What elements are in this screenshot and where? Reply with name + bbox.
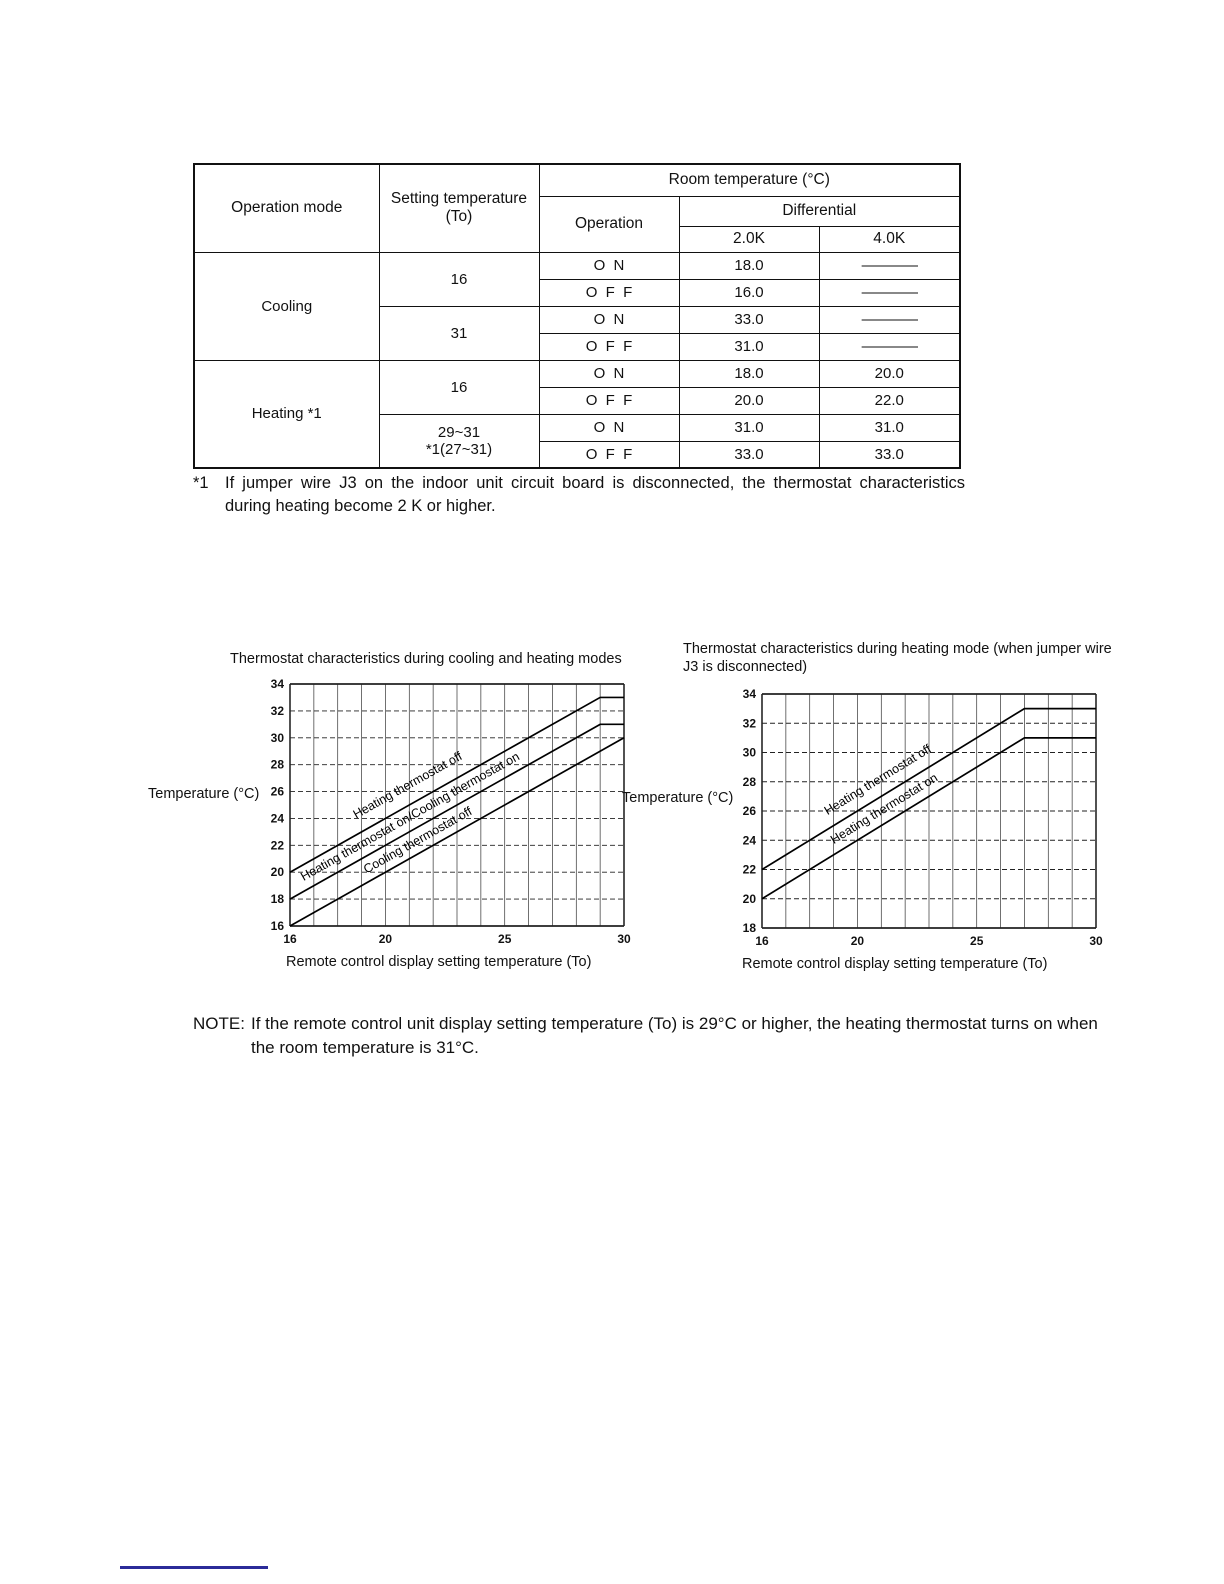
cell-room-temp-4k: 31.0 <box>818 413 961 442</box>
y-tick-label: 22 <box>271 838 285 852</box>
cell-operation-state: OFF <box>538 440 680 469</box>
cell-operation-state: ON <box>538 305 680 334</box>
cell-mode-heating: Heating *1 <box>193 359 380 469</box>
chart-y-axis-label: Temperature (°C) <box>622 790 734 806</box>
y-tick-label: 18 <box>271 892 285 906</box>
note-label: NOTE: <box>193 1014 245 1033</box>
cell-operation-state: ON <box>538 251 680 280</box>
setting-range-note: *1(27~31) <box>425 440 493 458</box>
chart-cooling-heating: Thermostat characteristics during coolin… <box>148 648 653 980</box>
y-tick-label: 26 <box>743 804 757 818</box>
y-tick-label: 20 <box>271 865 285 879</box>
chart-title: Thermostat characteristics during coolin… <box>230 651 622 667</box>
y-tick-label: 32 <box>271 704 285 718</box>
x-tick-label: 25 <box>970 934 984 948</box>
cell-operation-state: ON <box>538 359 680 388</box>
footnote-marker: *1 <box>193 474 209 492</box>
x-tick-label: 20 <box>851 934 865 948</box>
series-line <box>761 707 1096 871</box>
x-tick-label: 20 <box>379 932 393 946</box>
thermostat-chart-cooling-heating: 16 18 20 22 24 26 28 30 32 34 16 20 25 30 Heating ther… <box>271 677 631 946</box>
y-tick-label: 16 <box>271 919 285 933</box>
series-line <box>289 723 624 900</box>
note: NOTE: If the remote control unit display… <box>193 1012 1123 1060</box>
cell-room-temp-4k: 20.0 <box>818 359 961 388</box>
footnote: *1 If jumper wire J3 on the indoor unit … <box>193 472 965 518</box>
cell-room-temp-2k: 33.0 <box>678 440 820 469</box>
y-tick-label: 30 <box>271 731 285 745</box>
cell-room-temp-2k: 18.0 <box>678 251 820 280</box>
thermostat-spec-table: Operation mode Setting temperature (To) … <box>193 163 961 469</box>
y-tick-label: 32 <box>743 716 757 730</box>
cell-room-temp-4k: 33.0 <box>818 440 961 469</box>
cell-room-temp-4k: ———— <box>818 305 961 334</box>
y-tick-label: 20 <box>743 892 757 906</box>
cell-room-temp-4k: ———— <box>818 251 961 280</box>
x-tick-label: 16 <box>755 934 769 948</box>
header-room-temperature: Room temperature (°C) <box>538 163 961 197</box>
cell-setting-temp: 16 <box>378 359 540 415</box>
header-differential-2k: 2.0K <box>678 225 820 253</box>
chart-x-axis-label: Remote control display setting temperatu… <box>742 956 1048 972</box>
cell-room-temp-2k: 18.0 <box>678 359 820 388</box>
series-label: Heating thermostat on/Cooling thermostat… <box>298 749 522 883</box>
series-line <box>289 737 625 927</box>
cell-room-temp-4k: 22.0 <box>818 386 961 415</box>
header-operation: Operation <box>538 195 680 253</box>
series-line <box>761 737 1096 900</box>
chart-x-axis-label: Remote control display setting temperatu… <box>286 954 592 970</box>
cell-room-temp-2k: 33.0 <box>678 305 820 334</box>
cell-room-temp-4k: ———— <box>818 278 961 307</box>
cell-operation-state: ON <box>538 413 680 442</box>
x-tick-label: 30 <box>617 932 631 946</box>
y-tick-label: 28 <box>743 775 757 789</box>
y-tick-label: 30 <box>743 746 757 760</box>
chart-heating-j3-disconnected: Thermostat characteristics during heatin… <box>620 640 1140 984</box>
setting-range: 29~31 <box>437 423 481 441</box>
cell-room-temp-2k: 31.0 <box>678 413 820 442</box>
note-text: If the remote control unit display setti… <box>251 1014 1098 1057</box>
header-differential-4k: 4.0K <box>818 225 961 253</box>
chart-title: Thermostat characteristics during heatin… <box>683 641 1112 676</box>
cell-room-temp-2k: 31.0 <box>678 332 820 361</box>
header-differential: Differential <box>678 195 961 227</box>
cell-setting-temp: 29~31 *1(27~31) <box>378 413 540 469</box>
x-tick-label: 25 <box>498 932 512 946</box>
y-tick-label: 34 <box>743 687 757 701</box>
x-tick-label: 30 <box>1089 934 1103 948</box>
y-tick-label: 34 <box>271 677 285 691</box>
cell-room-temp-4k: ———— <box>818 332 961 361</box>
y-tick-label: 18 <box>743 921 757 935</box>
header-operation-mode: Operation mode <box>193 163 380 253</box>
cell-setting-temp: 31 <box>378 305 540 361</box>
cell-setting-temp: 16 <box>378 251 540 307</box>
y-tick-label: 24 <box>743 833 757 847</box>
footer-rule <box>120 1566 268 1569</box>
cell-mode-cooling: Cooling <box>193 251 380 361</box>
cell-room-temp-2k: 20.0 <box>678 386 820 415</box>
y-tick-label: 26 <box>271 785 285 799</box>
cell-room-temp-2k: 16.0 <box>678 278 820 307</box>
x-tick-label: 16 <box>283 932 297 946</box>
cell-operation-state: OFF <box>538 386 680 415</box>
cell-operation-state: OFF <box>538 332 680 361</box>
chart-y-axis-label: Temperature (°C) <box>148 786 260 802</box>
y-tick-label: 24 <box>271 811 285 825</box>
footnote-text: If jumper wire J3 on the indoor unit cir… <box>225 474 965 516</box>
y-tick-label: 28 <box>271 758 285 772</box>
header-setting-temperature: Setting temperature (To) <box>378 163 540 253</box>
series-line <box>289 696 624 873</box>
y-tick-label: 22 <box>743 863 757 877</box>
cell-operation-state: OFF <box>538 278 680 307</box>
